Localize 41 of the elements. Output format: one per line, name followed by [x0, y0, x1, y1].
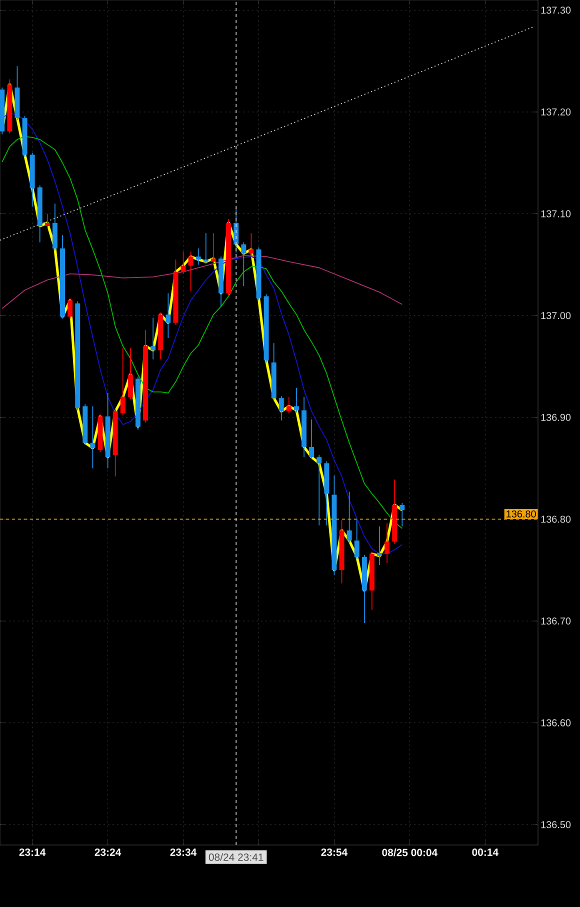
y-tick-label: 136.90 [541, 414, 571, 421]
candlestick [150, 317, 156, 360]
candlestick [400, 502, 405, 527]
candlestick [180, 251, 186, 274]
candlestick [188, 251, 194, 292]
candlestick [90, 406, 96, 469]
candlestick [309, 418, 314, 460]
candlestick [196, 248, 201, 266]
x-tick-label: 23:14 [19, 848, 46, 856]
candlestick [241, 242, 246, 287]
y-tick-label: 137.20 [541, 108, 571, 116]
x-tick-label: 23:34 [170, 848, 197, 856]
ref-line-label: 136.80 [506, 510, 536, 518]
y-tick-label: 136.60 [541, 719, 571, 726]
candlestick [166, 292, 171, 338]
candlestick [128, 348, 133, 400]
y-tick-label: 136.80 [541, 516, 571, 523]
candlestick [316, 454, 322, 526]
candlestick [286, 396, 292, 414]
candlestick [384, 522, 390, 564]
candlestick [203, 232, 208, 264]
y-tick-label: 136.70 [541, 618, 571, 625]
y-tick-label: 137.30 [541, 6, 571, 14]
x-tick-label: 08/25 00:04 [382, 848, 438, 856]
y-tick-label: 136.50 [541, 821, 571, 828]
x-tick-label: 23:24 [94, 848, 122, 856]
candlestick [354, 520, 360, 560]
y-tick-label: 137.00 [541, 312, 571, 320]
candlestick [278, 396, 284, 421]
ref-line-label: 08/24 23:41 [208, 853, 264, 861]
y-tick-label: 137.10 [541, 210, 571, 218]
candlestick [294, 387, 299, 413]
candlestick [346, 491, 352, 544]
x-tick-label: 23:54 [321, 848, 348, 856]
candlestick [210, 232, 216, 264]
candlestick [44, 213, 50, 228]
candlestick [248, 232, 254, 256]
candlestick [120, 348, 126, 416]
x-tick-label: 00:14 [472, 848, 498, 856]
candlestick [68, 298, 73, 320]
candlestick [377, 526, 382, 566]
